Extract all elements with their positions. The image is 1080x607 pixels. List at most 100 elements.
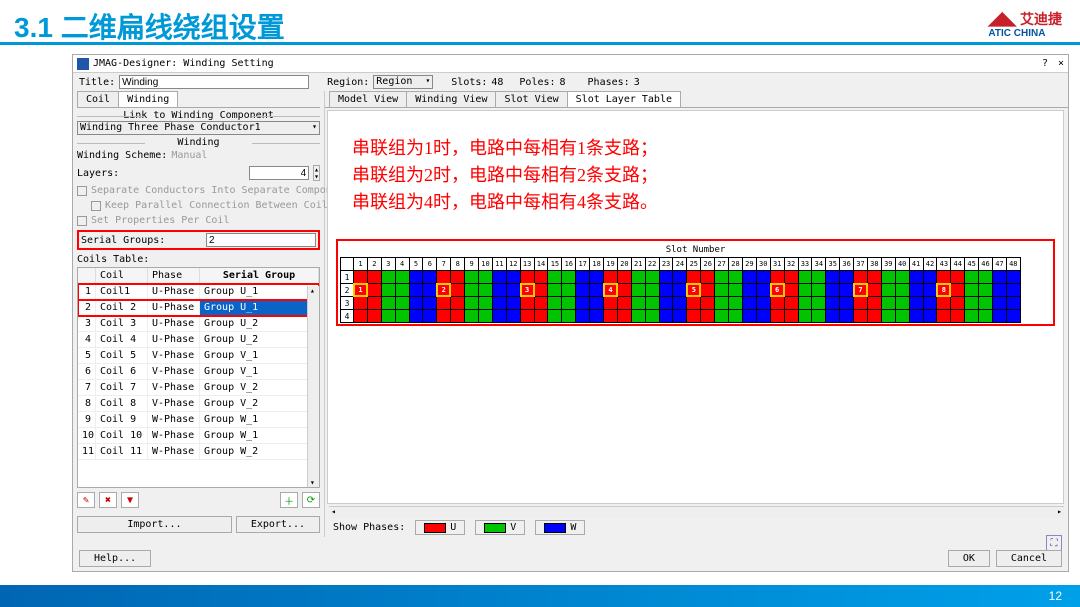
slot-cell[interactable] xyxy=(450,296,465,310)
delete-icon[interactable]: ✖ xyxy=(99,492,117,508)
slot-cell[interactable] xyxy=(422,296,437,310)
slot-cell[interactable] xyxy=(547,270,562,284)
slot-cell[interactable] xyxy=(784,296,799,310)
slot-cell[interactable] xyxy=(506,296,521,310)
slot-cell[interactable] xyxy=(825,270,840,284)
slot-cell[interactable] xyxy=(436,270,451,284)
coils-table[interactable]: Coil Phase Serial Group 1Coil1U-PhaseGro… xyxy=(77,267,320,488)
slot-cell[interactable] xyxy=(422,309,437,323)
slot-cell[interactable]: 4 xyxy=(603,283,618,297)
help-button[interactable]: Help... xyxy=(79,550,151,567)
fit-view-icon[interactable]: ⛶ xyxy=(1046,535,1062,551)
slot-cell[interactable] xyxy=(561,296,576,310)
slot-cell[interactable] xyxy=(700,283,715,297)
slot-cell[interactable] xyxy=(575,270,590,284)
slot-cell[interactable] xyxy=(881,270,896,284)
edit-icon[interactable]: ✎ xyxy=(77,492,95,508)
slot-cell[interactable] xyxy=(853,270,868,284)
slot-cell[interactable] xyxy=(756,309,771,323)
slot-cell[interactable] xyxy=(714,296,729,310)
slot-cell[interactable] xyxy=(936,270,951,284)
slot-cell[interactable]: 6 xyxy=(770,283,785,297)
slot-cell[interactable] xyxy=(950,283,965,297)
slot-cell[interactable] xyxy=(909,296,924,310)
slot-cell[interactable] xyxy=(381,283,396,297)
slot-cell[interactable] xyxy=(645,309,660,323)
slot-cell[interactable] xyxy=(756,270,771,284)
slot-cell[interactable] xyxy=(923,296,938,310)
slot-cell[interactable] xyxy=(645,283,660,297)
slot-cell[interactable] xyxy=(728,296,743,310)
slot-cell[interactable] xyxy=(714,309,729,323)
slot-cell[interactable] xyxy=(381,270,396,284)
layers-input[interactable] xyxy=(249,166,309,180)
slot-cell[interactable] xyxy=(881,296,896,310)
slot-cell[interactable] xyxy=(575,296,590,310)
slot-cell[interactable] xyxy=(353,270,368,284)
region-combo[interactable]: Region xyxy=(373,75,433,89)
slot-cell[interactable] xyxy=(700,296,715,310)
slot-cell[interactable] xyxy=(784,283,799,297)
tab-model-view[interactable]: Model View xyxy=(329,91,407,107)
slot-cell[interactable]: 8 xyxy=(936,283,951,297)
slot-cell[interactable]: 3 xyxy=(520,283,535,297)
slot-cell[interactable] xyxy=(881,283,896,297)
slot-cell[interactable] xyxy=(659,283,674,297)
slot-cell[interactable] xyxy=(492,283,507,297)
slot-cell[interactable] xyxy=(395,283,410,297)
slot-cell[interactable] xyxy=(603,296,618,310)
slot-cell[interactable] xyxy=(728,309,743,323)
slot-cell[interactable] xyxy=(936,296,951,310)
slot-cell[interactable] xyxy=(645,296,660,310)
slot-cell[interactable] xyxy=(492,270,507,284)
slot-cell[interactable] xyxy=(756,283,771,297)
slot-cell[interactable] xyxy=(589,309,604,323)
slot-cell[interactable] xyxy=(1006,283,1021,297)
slot-cell[interactable] xyxy=(714,283,729,297)
slot-cell[interactable] xyxy=(534,309,549,323)
slot-cell[interactable] xyxy=(950,270,965,284)
slot-cell[interactable] xyxy=(506,283,521,297)
slot-cell[interactable]: 2 xyxy=(436,283,451,297)
link-combo[interactable]: Winding Three Phase Conductor1 xyxy=(77,121,320,135)
slot-cell[interactable] xyxy=(617,283,632,297)
slot-cell[interactable] xyxy=(520,309,535,323)
slot-cell[interactable] xyxy=(492,309,507,323)
slot-cell[interactable] xyxy=(798,283,813,297)
slot-cell[interactable] xyxy=(631,296,646,310)
slot-cell[interactable] xyxy=(534,296,549,310)
slot-cell[interactable] xyxy=(547,283,562,297)
slot-cell[interactable] xyxy=(631,309,646,323)
slot-cell[interactable] xyxy=(353,296,368,310)
slot-cell[interactable] xyxy=(672,296,687,310)
slot-cell[interactable] xyxy=(895,296,910,310)
table-row[interactable]: 4Coil 4U-PhaseGroup U_2 xyxy=(78,332,319,348)
slot-cell[interactable] xyxy=(728,283,743,297)
slot-cell[interactable] xyxy=(589,283,604,297)
slot-cell[interactable] xyxy=(964,270,979,284)
slot-cell[interactable] xyxy=(1006,296,1021,310)
slot-cell[interactable] xyxy=(770,296,785,310)
slot-cell[interactable]: 5 xyxy=(686,283,701,297)
slot-cell[interactable] xyxy=(367,296,382,310)
slot-cell[interactable] xyxy=(825,309,840,323)
slot-cell[interactable] xyxy=(561,270,576,284)
slot-cell[interactable] xyxy=(742,309,757,323)
slot-cell[interactable] xyxy=(770,309,785,323)
table-row[interactable]: 10Coil 10W-PhaseGroup W_1 xyxy=(78,428,319,444)
slot-cell[interactable] xyxy=(992,270,1007,284)
slot-cell[interactable] xyxy=(659,270,674,284)
export-button[interactable]: Export... xyxy=(236,516,320,533)
slot-cell[interactable] xyxy=(561,283,576,297)
slot-cell[interactable] xyxy=(839,283,854,297)
slot-cell[interactable] xyxy=(672,283,687,297)
slot-cell[interactable] xyxy=(464,296,479,310)
slot-cell[interactable] xyxy=(881,309,896,323)
slot-cell[interactable] xyxy=(742,283,757,297)
filter-icon[interactable]: ▼ xyxy=(121,492,139,508)
slot-cell[interactable] xyxy=(742,296,757,310)
slot-cell[interactable] xyxy=(714,270,729,284)
table-row[interactable]: 7Coil 7V-PhaseGroup V_2 xyxy=(78,380,319,396)
slot-cell[interactable] xyxy=(784,309,799,323)
slot-cell[interactable] xyxy=(978,270,993,284)
